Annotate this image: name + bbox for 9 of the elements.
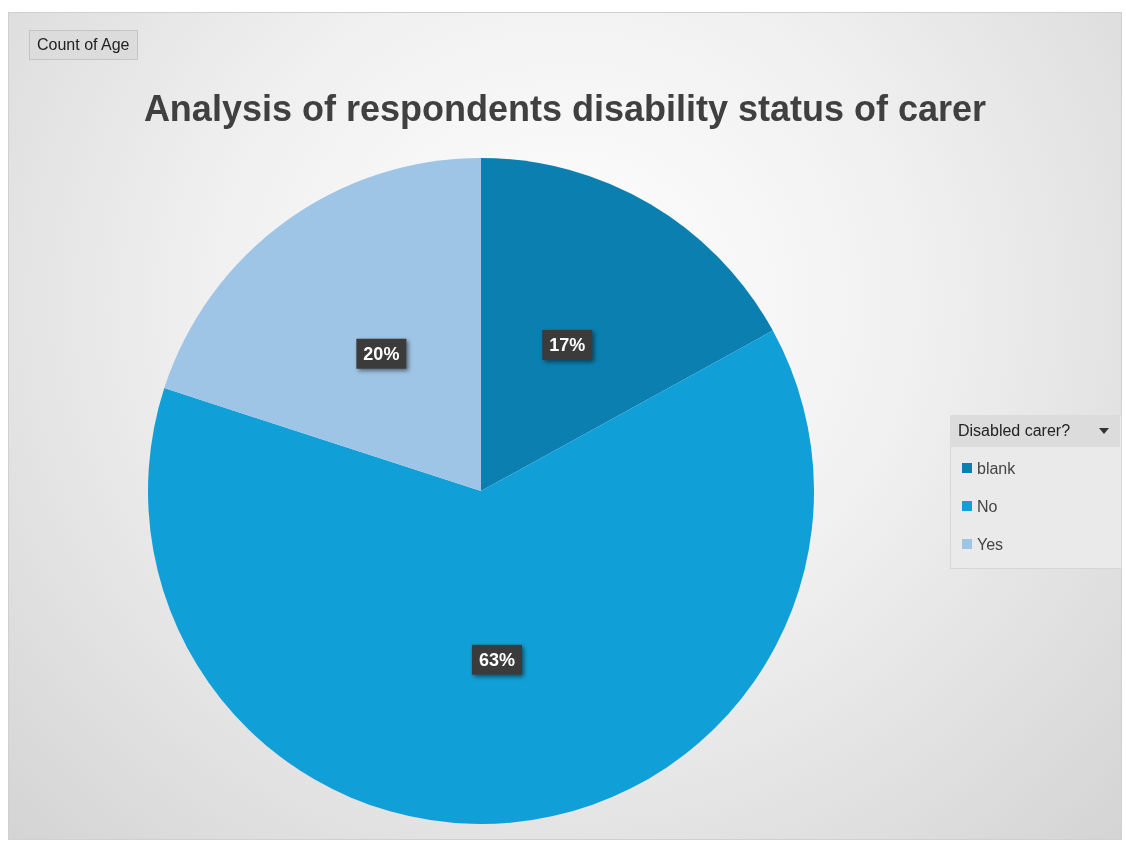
legend-label: No <box>977 497 998 515</box>
text: Count of Age <box>29 30 138 60</box>
legend-title: Disabled carer? <box>950 415 1120 447</box>
chart-title: Analysis of respondents disability status of carer <box>143 87 987 129</box>
legend-label: Yes <box>977 535 1004 553</box>
data-label: 17% <box>549 335 586 356</box>
data-label: 63% <box>478 649 515 670</box>
legend-label: blank <box>977 459 1017 477</box>
data-label: 20% <box>363 343 400 364</box>
